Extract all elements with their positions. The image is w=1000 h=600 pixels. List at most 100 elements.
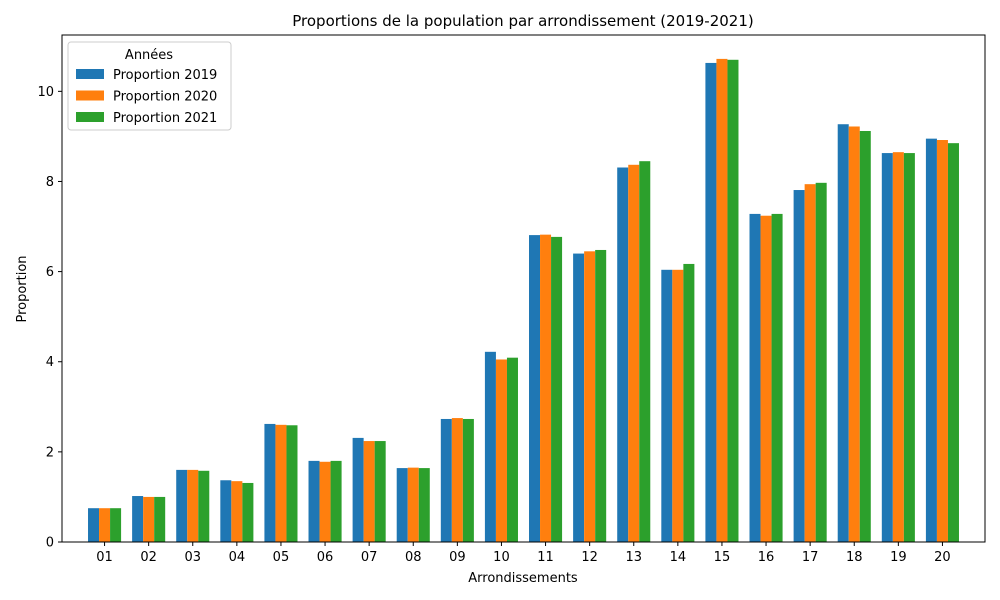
bar-proportion-2019-13 <box>617 167 629 542</box>
bar-proportion-2019-05 <box>264 423 276 542</box>
x-tick-label: 17 <box>802 550 819 565</box>
bar-proportion-2019-19 <box>881 153 893 542</box>
bar-proportion-2020-20 <box>936 140 948 542</box>
legend-label: Proportion 2020 <box>113 90 217 105</box>
x-tick-label: 03 <box>184 550 201 565</box>
legend-label: Proportion 2019 <box>113 68 217 83</box>
bar-proportion-2020-01 <box>99 508 111 542</box>
y-tick-label: 8 <box>46 175 54 190</box>
bar-proportion-2019-07 <box>352 437 364 542</box>
y-tick-label: 10 <box>37 85 54 100</box>
bar-proportion-2021-17 <box>815 182 827 542</box>
x-tick-label: 16 <box>758 550 775 565</box>
bar-proportion-2019-15 <box>705 62 717 542</box>
y-axis-label: Proportion <box>15 255 30 322</box>
bar-proportion-2021-08 <box>418 468 430 542</box>
legend-box <box>67 41 232 131</box>
bar-proportion-2019-10 <box>484 351 496 542</box>
legend-title: Années <box>125 48 173 63</box>
bar-proportion-2019-04 <box>220 480 232 542</box>
bar-proportion-2021-04 <box>242 482 254 542</box>
bar-proportion-2021-05 <box>286 425 298 542</box>
bar-proportion-2019-18 <box>837 124 849 542</box>
x-tick-label: 20 <box>934 550 951 565</box>
x-tick-label: 08 <box>405 550 422 565</box>
x-axis-label: Arrondissements <box>468 571 578 586</box>
bar-proportion-2019-16 <box>749 213 761 542</box>
x-tick-label: 07 <box>361 550 378 565</box>
y-tick-label: 4 <box>46 355 54 370</box>
bar-proportion-2021-18 <box>859 130 871 543</box>
bar-proportion-2021-03 <box>198 470 210 542</box>
bar-proportion-2020-10 <box>495 359 507 542</box>
x-tick-label: 10 <box>493 550 510 565</box>
bar-proportion-2019-06 <box>308 460 320 542</box>
bar-proportion-2020-15 <box>716 58 728 542</box>
bar-proportion-2019-20 <box>925 138 937 542</box>
bar-proportion-2021-07 <box>374 441 386 542</box>
bar-proportion-2021-09 <box>462 418 474 542</box>
bar-proportion-2019-17 <box>793 190 805 542</box>
bar-proportion-2020-02 <box>143 496 155 542</box>
bar-proportion-2021-20 <box>947 143 959 542</box>
bar-proportion-2019-08 <box>396 468 408 542</box>
legend-swatch <box>76 112 104 122</box>
bar-proportion-2020-06 <box>319 461 331 542</box>
bar-proportion-2020-13 <box>628 164 640 543</box>
legend-label: Proportion 2021 <box>113 111 217 126</box>
bar-proportion-2019-09 <box>440 418 452 542</box>
bar-proportion-2021-19 <box>903 153 915 542</box>
bar-proportion-2019-03 <box>176 469 188 542</box>
y-tick-label: 0 <box>46 536 54 551</box>
bar-proportion-2020-07 <box>363 441 375 542</box>
plot-area: 01 02 03 04 05 06 07 08 09 10 11 12 13 14 15 16 17 18 19 20… <box>37 58 959 565</box>
bar-proportion-2019-02 <box>132 496 144 542</box>
chart-title: Proportions de la population par arrondi… <box>292 12 753 30</box>
bar-proportion-2020-11 <box>540 234 552 542</box>
plot-frame <box>61 34 986 543</box>
x-tick-label: 19 <box>890 550 907 565</box>
x-tick-label: 02 <box>140 550 157 565</box>
bar-proportion-2020-18 <box>848 126 860 543</box>
y-tick-label: 6 <box>46 265 54 280</box>
x-tick-label: 01 <box>96 550 113 565</box>
bar-proportion-2021-10 <box>506 357 518 542</box>
bar-proportion-2021-02 <box>154 496 166 542</box>
bar-proportion-2020-03 <box>187 469 199 542</box>
x-tick-label: 14 <box>670 550 687 565</box>
legend-swatch <box>76 69 104 79</box>
bar-proportion-2021-15 <box>727 59 739 542</box>
legend-swatch <box>76 90 104 101</box>
bar-proportion-2020-16 <box>760 215 772 542</box>
x-tick-label: 18 <box>846 550 863 565</box>
x-tick-label: 05 <box>273 550 290 565</box>
x-tick-label: 15 <box>714 550 731 565</box>
x-tick-label: 04 <box>229 550 246 565</box>
bar-proportion-2020-05 <box>275 424 287 542</box>
bar-proportion-2020-08 <box>407 467 419 542</box>
bar-proportion-2020-09 <box>451 418 463 542</box>
x-tick-label: 12 <box>581 550 598 565</box>
x-tick-label: 11 <box>537 550 554 565</box>
bar-proportion-2021-14 <box>683 263 695 542</box>
x-tick-label: 09 <box>449 550 466 565</box>
bar-proportion-2021-12 <box>595 249 607 542</box>
y-tick-label: 2 <box>46 445 54 460</box>
bar-proportion-2019-14 <box>661 269 673 542</box>
bar-proportion-2019-11 <box>529 235 541 542</box>
bar-proportion-2021-11 <box>551 236 563 542</box>
bar-proportion-2020-04 <box>231 481 243 542</box>
bar-proportion-2021-16 <box>771 213 783 542</box>
legend: Années Proportion 2019 Proportion 2020 Pro… <box>67 41 232 131</box>
bar-proportion-2019-12 <box>573 253 585 542</box>
bar-proportion-2020-14 <box>672 269 684 542</box>
bar-proportion-2020-12 <box>584 251 596 542</box>
bar-proportion-2021-13 <box>639 161 651 542</box>
bar-proportion-2021-01 <box>110 508 122 542</box>
bar-proportion-2020-17 <box>804 184 816 543</box>
x-tick-label: 13 <box>625 550 642 565</box>
bar-proportion-2021-06 <box>330 460 342 542</box>
bar-proportion-2019-01 <box>88 508 100 542</box>
x-tick-label: 06 <box>317 550 334 565</box>
